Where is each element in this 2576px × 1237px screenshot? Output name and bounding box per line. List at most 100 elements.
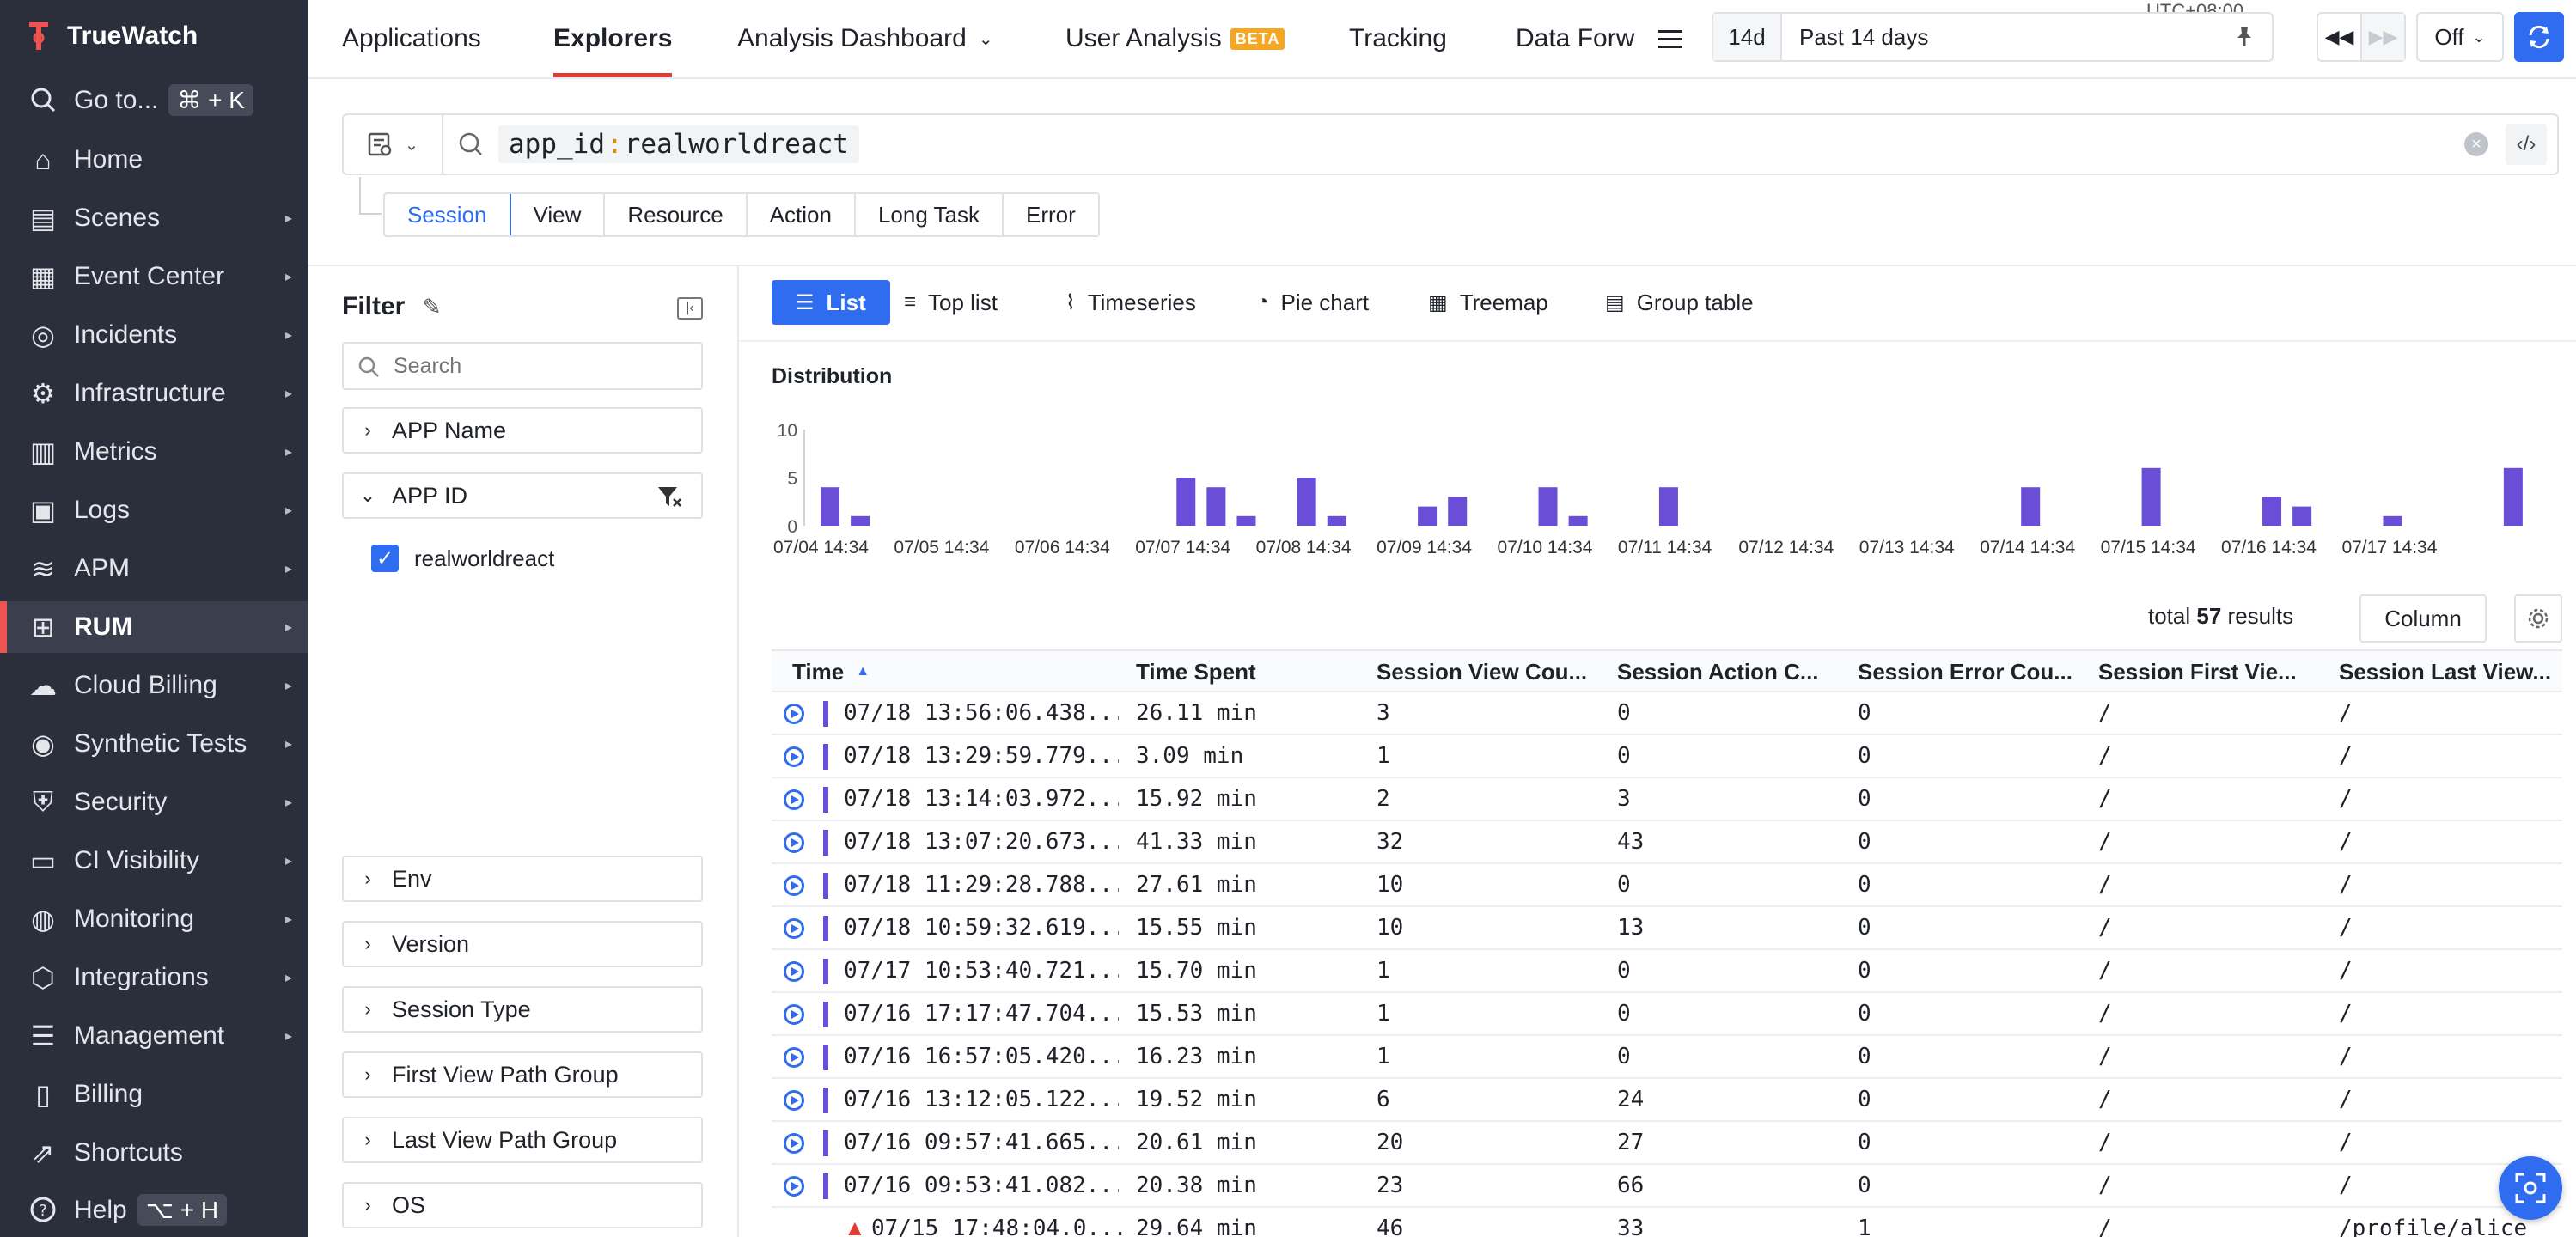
distribution-bar[interactable]	[2292, 506, 2312, 526]
goto-search[interactable]: Go to... ⌘ + K	[0, 74, 308, 125]
table-row[interactable]: 07/18 11:29:28.788... 27.61 min 10 0 0 / /	[772, 864, 2562, 907]
distribution-bar[interactable]	[1206, 487, 1226, 526]
data-type-tab-resource[interactable]: Resource	[605, 194, 748, 235]
distribution-bar[interactable]	[2141, 467, 2161, 526]
view-tab-group-table[interactable]: ▤ Group table	[1595, 280, 1778, 325]
data-type-tab-session[interactable]: Session	[384, 194, 511, 235]
sidebar-item-logs[interactable]: ▣ Logs ▸	[0, 484, 308, 536]
sidebar-item-scenes[interactable]: ▤ Scenes ▸	[0, 192, 308, 244]
data-type-tab-long-task[interactable]: Long Task	[855, 194, 1004, 235]
data-type-tab-view[interactable]: View	[510, 194, 606, 235]
table-row[interactable]: 07/18 13:07:20.673... 41.33 min 32 43 0 / /	[772, 821, 2562, 864]
view-tab-pie-chart[interactable]: ◔ Pie chart	[1246, 280, 1393, 325]
sidebar-item-shortcuts[interactable]: ⇗ Shortcuts	[0, 1127, 308, 1179]
table-row[interactable]: 07/16 09:53:41.082... 20.38 min 23 66 0 / /	[772, 1165, 2562, 1208]
brand[interactable]: TrueWatch	[26, 15, 198, 57]
distribution-bar[interactable]	[1418, 506, 1438, 526]
table-row[interactable]: 07/18 13:14:03.972... 15.92 min 2 3 0 / /	[772, 778, 2562, 821]
column-header[interactable]: Session First Vie...	[2098, 651, 2330, 692]
column-button[interactable]: Column	[2359, 594, 2487, 643]
table-row[interactable]: 07/16 13:12:05.122... 19.52 min 6 24 0 / /	[772, 1079, 2562, 1122]
tab-data-forward[interactable]: Data Forw	[1516, 0, 1634, 77]
table-row[interactable]: 07/16 09:57:41.665... 20.61 min 20 27 0 / /	[772, 1122, 2562, 1165]
rewind-icon[interactable]: ◀◀	[2318, 14, 2362, 60]
tab-applications[interactable]: Applications	[342, 0, 481, 77]
edit-icon[interactable]: ✎	[422, 294, 442, 320]
play-replay-icon[interactable]	[784, 961, 804, 982]
sidebar-item-infrastructure[interactable]: ⚙ Infrastructure ▸	[0, 368, 308, 419]
table-row[interactable]: 07/16 17:17:47.704... 15.53 min 1 0 0 / /	[772, 993, 2562, 1036]
facet-first-view-path-group[interactable]: › First View Path Group	[342, 1051, 703, 1098]
play-replay-icon[interactable]	[784, 789, 804, 810]
column-header[interactable]: Time Spent	[1136, 651, 1368, 692]
sidebar-item-incidents[interactable]: ◎ Incidents ▸	[0, 309, 308, 361]
refresh-button[interactable]	[2514, 12, 2564, 62]
distribution-bar[interactable]	[1538, 487, 1558, 526]
sidebar-item-synthetic-tests[interactable]: ◉ Synthetic Tests ▸	[0, 718, 308, 770]
play-replay-icon[interactable]	[784, 1090, 804, 1111]
sidebar-item-security[interactable]: ⛨ Security ▸	[0, 777, 308, 828]
distribution-bar[interactable]	[2021, 487, 2041, 526]
distribution-bar[interactable]	[1327, 515, 1346, 526]
view-tab-timeseries[interactable]: ⌇ Timeseries	[1055, 280, 1220, 325]
view-tab-treemap[interactable]: ▦ Treemap	[1418, 280, 1572, 325]
collapse-panel-icon[interactable]: |‹	[677, 297, 703, 320]
table-row[interactable]: 07/16 16:57:05.420... 16.23 min 1 0 0 / /	[772, 1036, 2562, 1079]
play-replay-icon[interactable]	[784, 1133, 804, 1154]
sidebar-item-apm[interactable]: ≋ APM ▸	[0, 543, 308, 594]
facet-os[interactable]: › OS	[342, 1182, 703, 1228]
distribution-bar[interactable]	[1176, 478, 1196, 526]
table-row[interactable]: 07/17 10:53:40.721... 15.70 min 1 0 0 / /	[772, 950, 2562, 993]
table-row[interactable]: 07/18 10:59:32.619... 15.55 min 10 13 0 / /	[772, 907, 2562, 950]
clear-filter-icon[interactable]	[656, 484, 682, 515]
table-row[interactable]: 07/18 13:56:06.438... 26.11 min 3 0 0 / /	[772, 692, 2562, 735]
settings-button[interactable]	[2514, 594, 2562, 643]
tab-explorers[interactable]: Explorers	[553, 0, 673, 77]
view-tab-list[interactable]: ☰ List	[772, 280, 890, 325]
play-replay-icon[interactable]	[784, 1047, 804, 1068]
clear-icon[interactable]: ×	[2464, 132, 2488, 156]
sidebar-item-ci-visibility[interactable]: ▭ CI Visibility ▸	[0, 835, 308, 887]
play-replay-icon[interactable]	[784, 918, 804, 939]
floating-assistant-button[interactable]	[2499, 1156, 2562, 1220]
column-header[interactable]: Time ▲	[792, 651, 1119, 692]
filter-search-input[interactable]	[394, 350, 686, 381]
table-row[interactable]: 07/18 13:29:59.779... 3.09 min 1 0 0 / /	[772, 735, 2562, 778]
distribution-bar[interactable]	[1297, 478, 1316, 526]
facet-env[interactable]: › Env	[342, 856, 703, 902]
query-token[interactable]: app_id: realworldreact	[498, 125, 859, 163]
play-replay-icon[interactable]	[784, 746, 804, 767]
distribution-bar[interactable]	[1658, 487, 1678, 526]
data-type-tab-error[interactable]: Error	[1004, 194, 1098, 235]
distribution-bar[interactable]	[2503, 467, 2523, 526]
refresh-mode-select[interactable]: Off ⌄	[2416, 12, 2504, 62]
play-replay-icon[interactable]	[784, 1004, 804, 1025]
time-range-picker[interactable]: 14d Past 14 days	[1712, 12, 2274, 62]
data-type-tab-action[interactable]: Action	[747, 194, 856, 235]
sidebar-item-home[interactable]: ⌂ Home	[0, 134, 308, 186]
sidebar-item-billing[interactable]: ▯ Billing	[0, 1069, 308, 1120]
column-header[interactable]: Session Action C...	[1617, 651, 1849, 692]
table-row[interactable]: ▲ 07/15 17:48:04.0... 29.64 min 46 33 1 / /prof…	[772, 1208, 2562, 1237]
tab-tracking[interactable]: Tracking	[1349, 0, 1447, 77]
sidebar-item-monitoring[interactable]: ◍ Monitoring ▸	[0, 893, 308, 945]
sidebar-item-rum[interactable]: ⊞ RUM ▸	[0, 601, 308, 653]
sidebar-item-event-center[interactable]: ▦ Event Center ▸	[0, 251, 308, 302]
code-view-icon[interactable]: ‹/›	[2506, 124, 2547, 165]
column-header[interactable]: Session View Cou...	[1377, 651, 1608, 692]
facet-app-id[interactable]: ⌄ APP ID	[342, 472, 703, 519]
forward-icon[interactable]: ▶▶	[2362, 14, 2404, 60]
play-replay-icon[interactable]	[784, 1176, 804, 1197]
more-menu-icon[interactable]	[1658, 0, 1682, 77]
play-replay-icon[interactable]	[784, 832, 804, 853]
distribution-bar[interactable]	[1236, 515, 1256, 526]
facet-last-view-path-group[interactable]: › Last View Path Group	[342, 1117, 703, 1163]
distribution-bar[interactable]	[2262, 497, 2282, 526]
checkbox-checked[interactable]: ✓	[371, 545, 399, 572]
distribution-bar[interactable]	[821, 487, 840, 526]
distribution-bar[interactable]	[851, 515, 870, 526]
tab-analysis-dashboard[interactable]: Analysis Dashboard ⌄	[737, 0, 993, 77]
sort-icon[interactable]: ▲	[856, 664, 870, 679]
play-replay-icon[interactable]	[784, 704, 804, 724]
column-header[interactable]: Session Error Cou...	[1858, 651, 2090, 692]
